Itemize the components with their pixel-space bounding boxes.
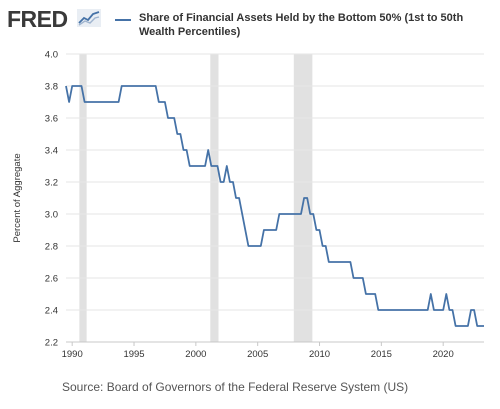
fred-logo[interactable]: FRED [7, 6, 115, 32]
y-tick-label: 3.0 [45, 210, 58, 221]
chart-header: FRED Share of Financial Assets Held by t… [7, 6, 493, 46]
fred-chart-icon [77, 9, 101, 27]
y-tick-label: 3.4 [45, 146, 58, 157]
recession-bands [79, 54, 313, 342]
recession-band-1 [210, 54, 219, 342]
y-axis-label: Percent of Aggregate [12, 153, 23, 242]
source-note: Source: Board of Governors of the Federa… [62, 380, 409, 394]
x-tick-label: 2020 [433, 349, 454, 360]
fred-logo-text: FRED [7, 6, 68, 32]
x-tick-label: 2015 [371, 349, 392, 360]
x-tick-label: 1995 [123, 349, 144, 360]
y-tick-label: 4.0 [45, 50, 58, 61]
recession-band-2 [293, 54, 313, 342]
x-tick-label: 2010 [309, 349, 330, 360]
y-tick-label: 2.6 [45, 274, 58, 285]
legend-series-swatch [115, 19, 131, 21]
y-axis-ticks: 2.2 2.4 2.6 2.8 3.0 3.2 3.4 3.6 3.8 4.0 [45, 50, 58, 349]
legend-series-label: Share of Financial Assets Held by the Bo… [139, 12, 464, 38]
y-tick-label: 2.8 [45, 242, 58, 253]
y-tick-label: 2.4 [45, 306, 58, 317]
x-tick-label: 1990 [62, 349, 83, 360]
y-tick-label: 3.8 [45, 82, 58, 93]
x-axis-ticks: 1990 1995 2000 2005 2010 2015 2020 [62, 342, 454, 360]
series-line-0 [65, 85, 484, 327]
gridlines [66, 53, 484, 343]
y-tick-label: 3.2 [45, 178, 58, 189]
x-tick-label: 2005 [247, 349, 268, 360]
y-tick-label: 3.6 [45, 114, 58, 125]
recession-band-0 [79, 54, 87, 342]
y-tick-label: 2.2 [45, 338, 58, 349]
x-tick-label: 2000 [185, 349, 206, 360]
series-group [65, 85, 484, 327]
